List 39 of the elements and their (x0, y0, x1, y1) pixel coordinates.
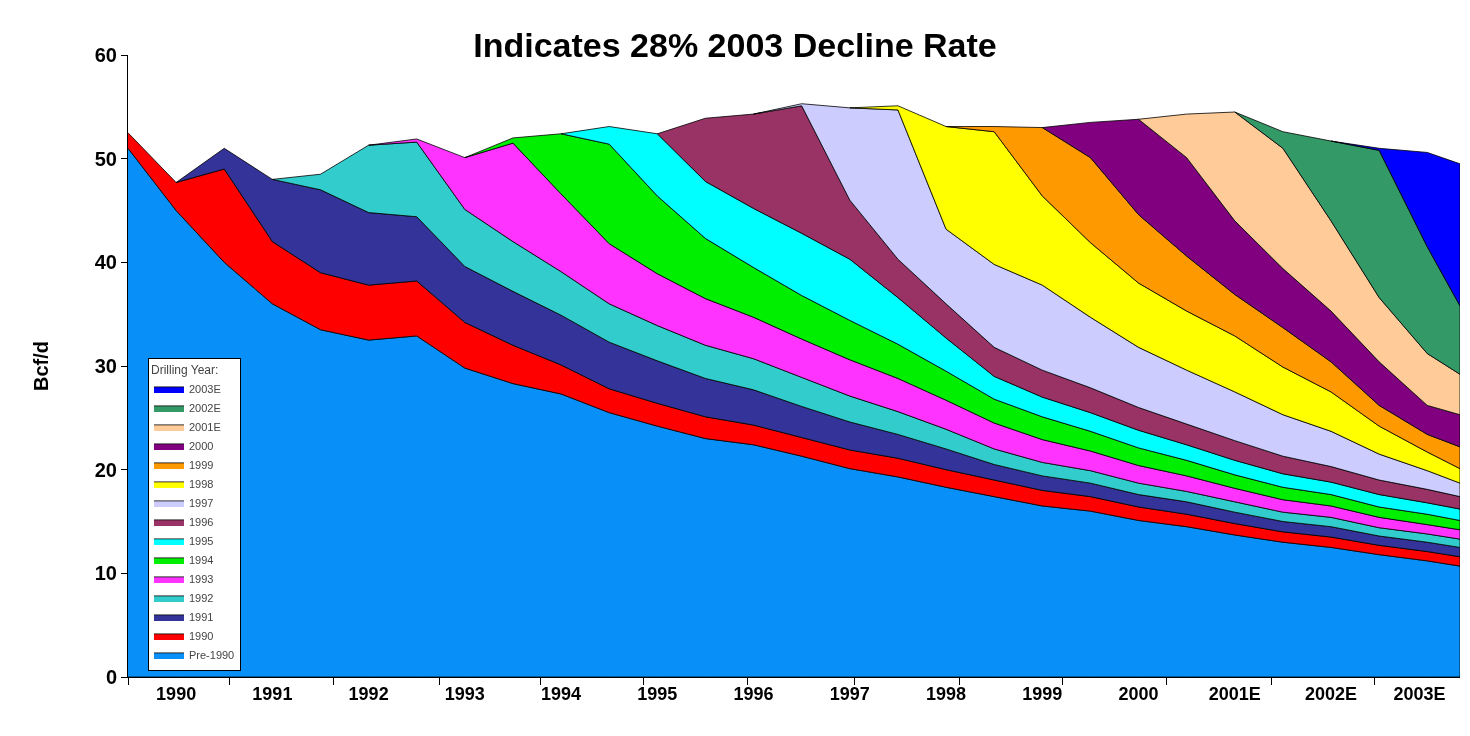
x-tick-label: 2001E (1208, 683, 1261, 704)
y-axis-title: Bcf/d (30, 341, 53, 391)
legend-label: Pre-1990 (188, 649, 235, 662)
legend-label: 1990 (188, 630, 214, 643)
legend-label: 2000 (188, 440, 214, 453)
y-tick-label: 60 (94, 44, 117, 66)
x-tick-label: 1997 (829, 683, 870, 704)
x-tick-label: 1991 (252, 683, 293, 704)
x-tick-label: 1993 (444, 683, 485, 704)
legend-label: 1995 (188, 535, 214, 548)
legend-label: 1994 (188, 554, 214, 567)
x-tick-label: 1999 (1022, 683, 1063, 704)
y-tick-label: 0 (105, 666, 117, 688)
x-tick-label: 2000 (1118, 683, 1159, 704)
x-tick-label: 1996 (733, 683, 774, 704)
legend-label: 2001E (188, 421, 221, 434)
legend-label: 1993 (188, 573, 214, 586)
x-tick-label: 1990 (156, 683, 197, 704)
y-tick-label: 50 (94, 147, 117, 170)
y-tick-label: 40 (94, 251, 117, 274)
y-tick-label: 30 (94, 355, 117, 377)
x-tick-label: 2002E (1305, 683, 1358, 704)
chart-title: Indicates 28% 2003 Decline Rate (473, 25, 997, 64)
legend-label: 1992 (188, 592, 214, 605)
x-tick-label: 2003E (1393, 683, 1446, 704)
x-tick-label: 1998 (926, 683, 967, 704)
legend-label: 1999 (188, 459, 214, 472)
legend-label: 1996 (188, 516, 214, 529)
x-tick-label: 1995 (637, 683, 678, 704)
legend-label: 1997 (188, 497, 214, 510)
legend-label: 2003E (188, 383, 221, 396)
x-tick-label: 1994 (541, 683, 582, 704)
legend-title: Drilling Year: (150, 363, 219, 378)
legend-label: 1998 (188, 478, 214, 491)
legend-label: 2002E (188, 402, 221, 415)
legend-label: 1991 (188, 611, 214, 624)
x-tick-label: 1992 (348, 683, 389, 704)
y-tick-label: 10 (94, 562, 117, 585)
y-tick-label: 20 (94, 458, 117, 481)
